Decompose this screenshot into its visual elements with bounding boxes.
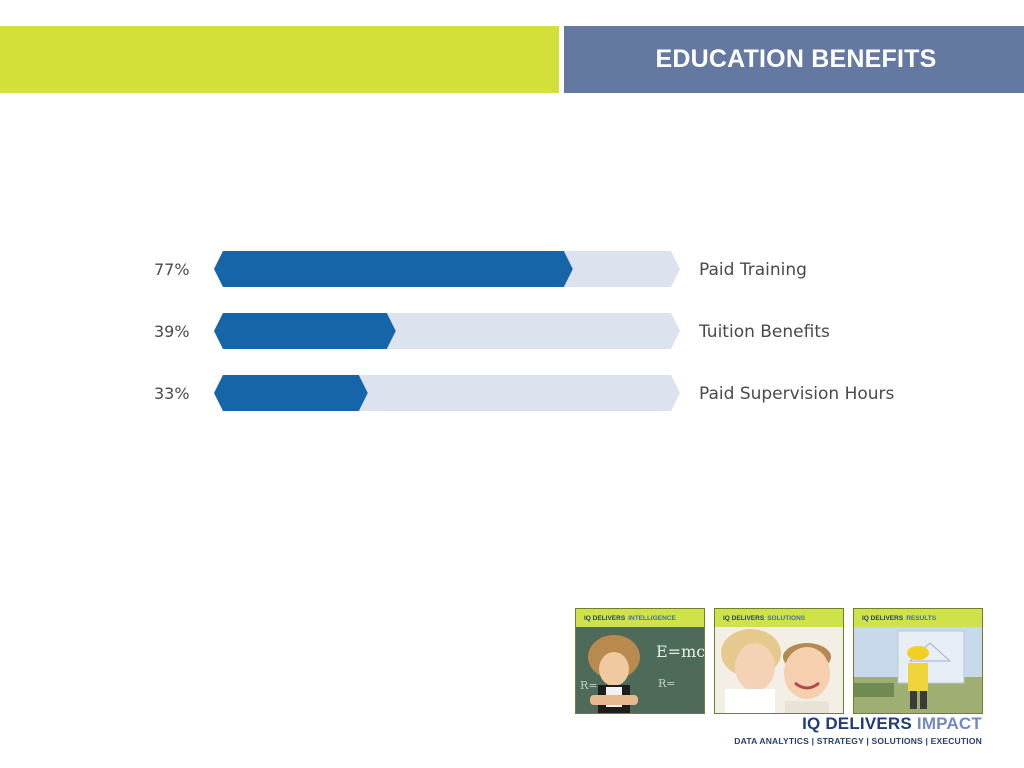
bar-value [214,313,396,349]
tile-solutions: IQ DELIVERS SOLUTIONS [714,608,844,714]
tile-heading: IQ DELIVERS SOLUTIONS [715,609,843,627]
tile-heading: IQ DELIVERS RESULTS [854,609,982,627]
brand-name: IQ DELIVERS IMPACT [802,714,982,733]
tile-results: IQ DELIVERS RESULTS [853,608,983,714]
tile-heading: IQ DELIVERS INTELLIGENCE [576,609,704,627]
data-label: 39% [154,322,190,341]
category-label: Tuition Benefits [698,322,830,342]
child-hardhat-blueprint-photo [854,627,982,713]
chalk-formula: E=mc [656,642,704,661]
tile-intelligence: IQ DELIVERS INTELLIGENCE E=mc R= R= [575,608,705,714]
page-title: EDUCATION BENEFITS [655,45,937,73]
svg-text:R=: R= [658,677,676,690]
header-title-band: EDUCATION BENEFITS [564,26,1024,93]
svg-text:R=: R= [580,679,598,692]
brand-lockup: IQ DELIVERS IMPACT DATA ANALYTICS | STRA… [734,714,982,746]
category-label: Paid Training [699,260,807,280]
children-whispering-photo [715,627,843,713]
category-label: Paid Supervision Hours [699,384,895,404]
header-accent-band [0,26,559,93]
bar-value [214,375,368,411]
child-chalkboard-photo: E=mc R= R= [576,627,704,713]
data-label: 33% [154,384,190,403]
data-label: 77% [154,260,190,279]
bar-value [214,251,573,287]
promo-tiles: IQ DELIVERS INTELLIGENCE E=mc R= R= IQ DE… [575,608,985,714]
brand-tagline: DATA ANALYTICS | STRATEGY | SOLUTIONS | … [734,736,982,746]
